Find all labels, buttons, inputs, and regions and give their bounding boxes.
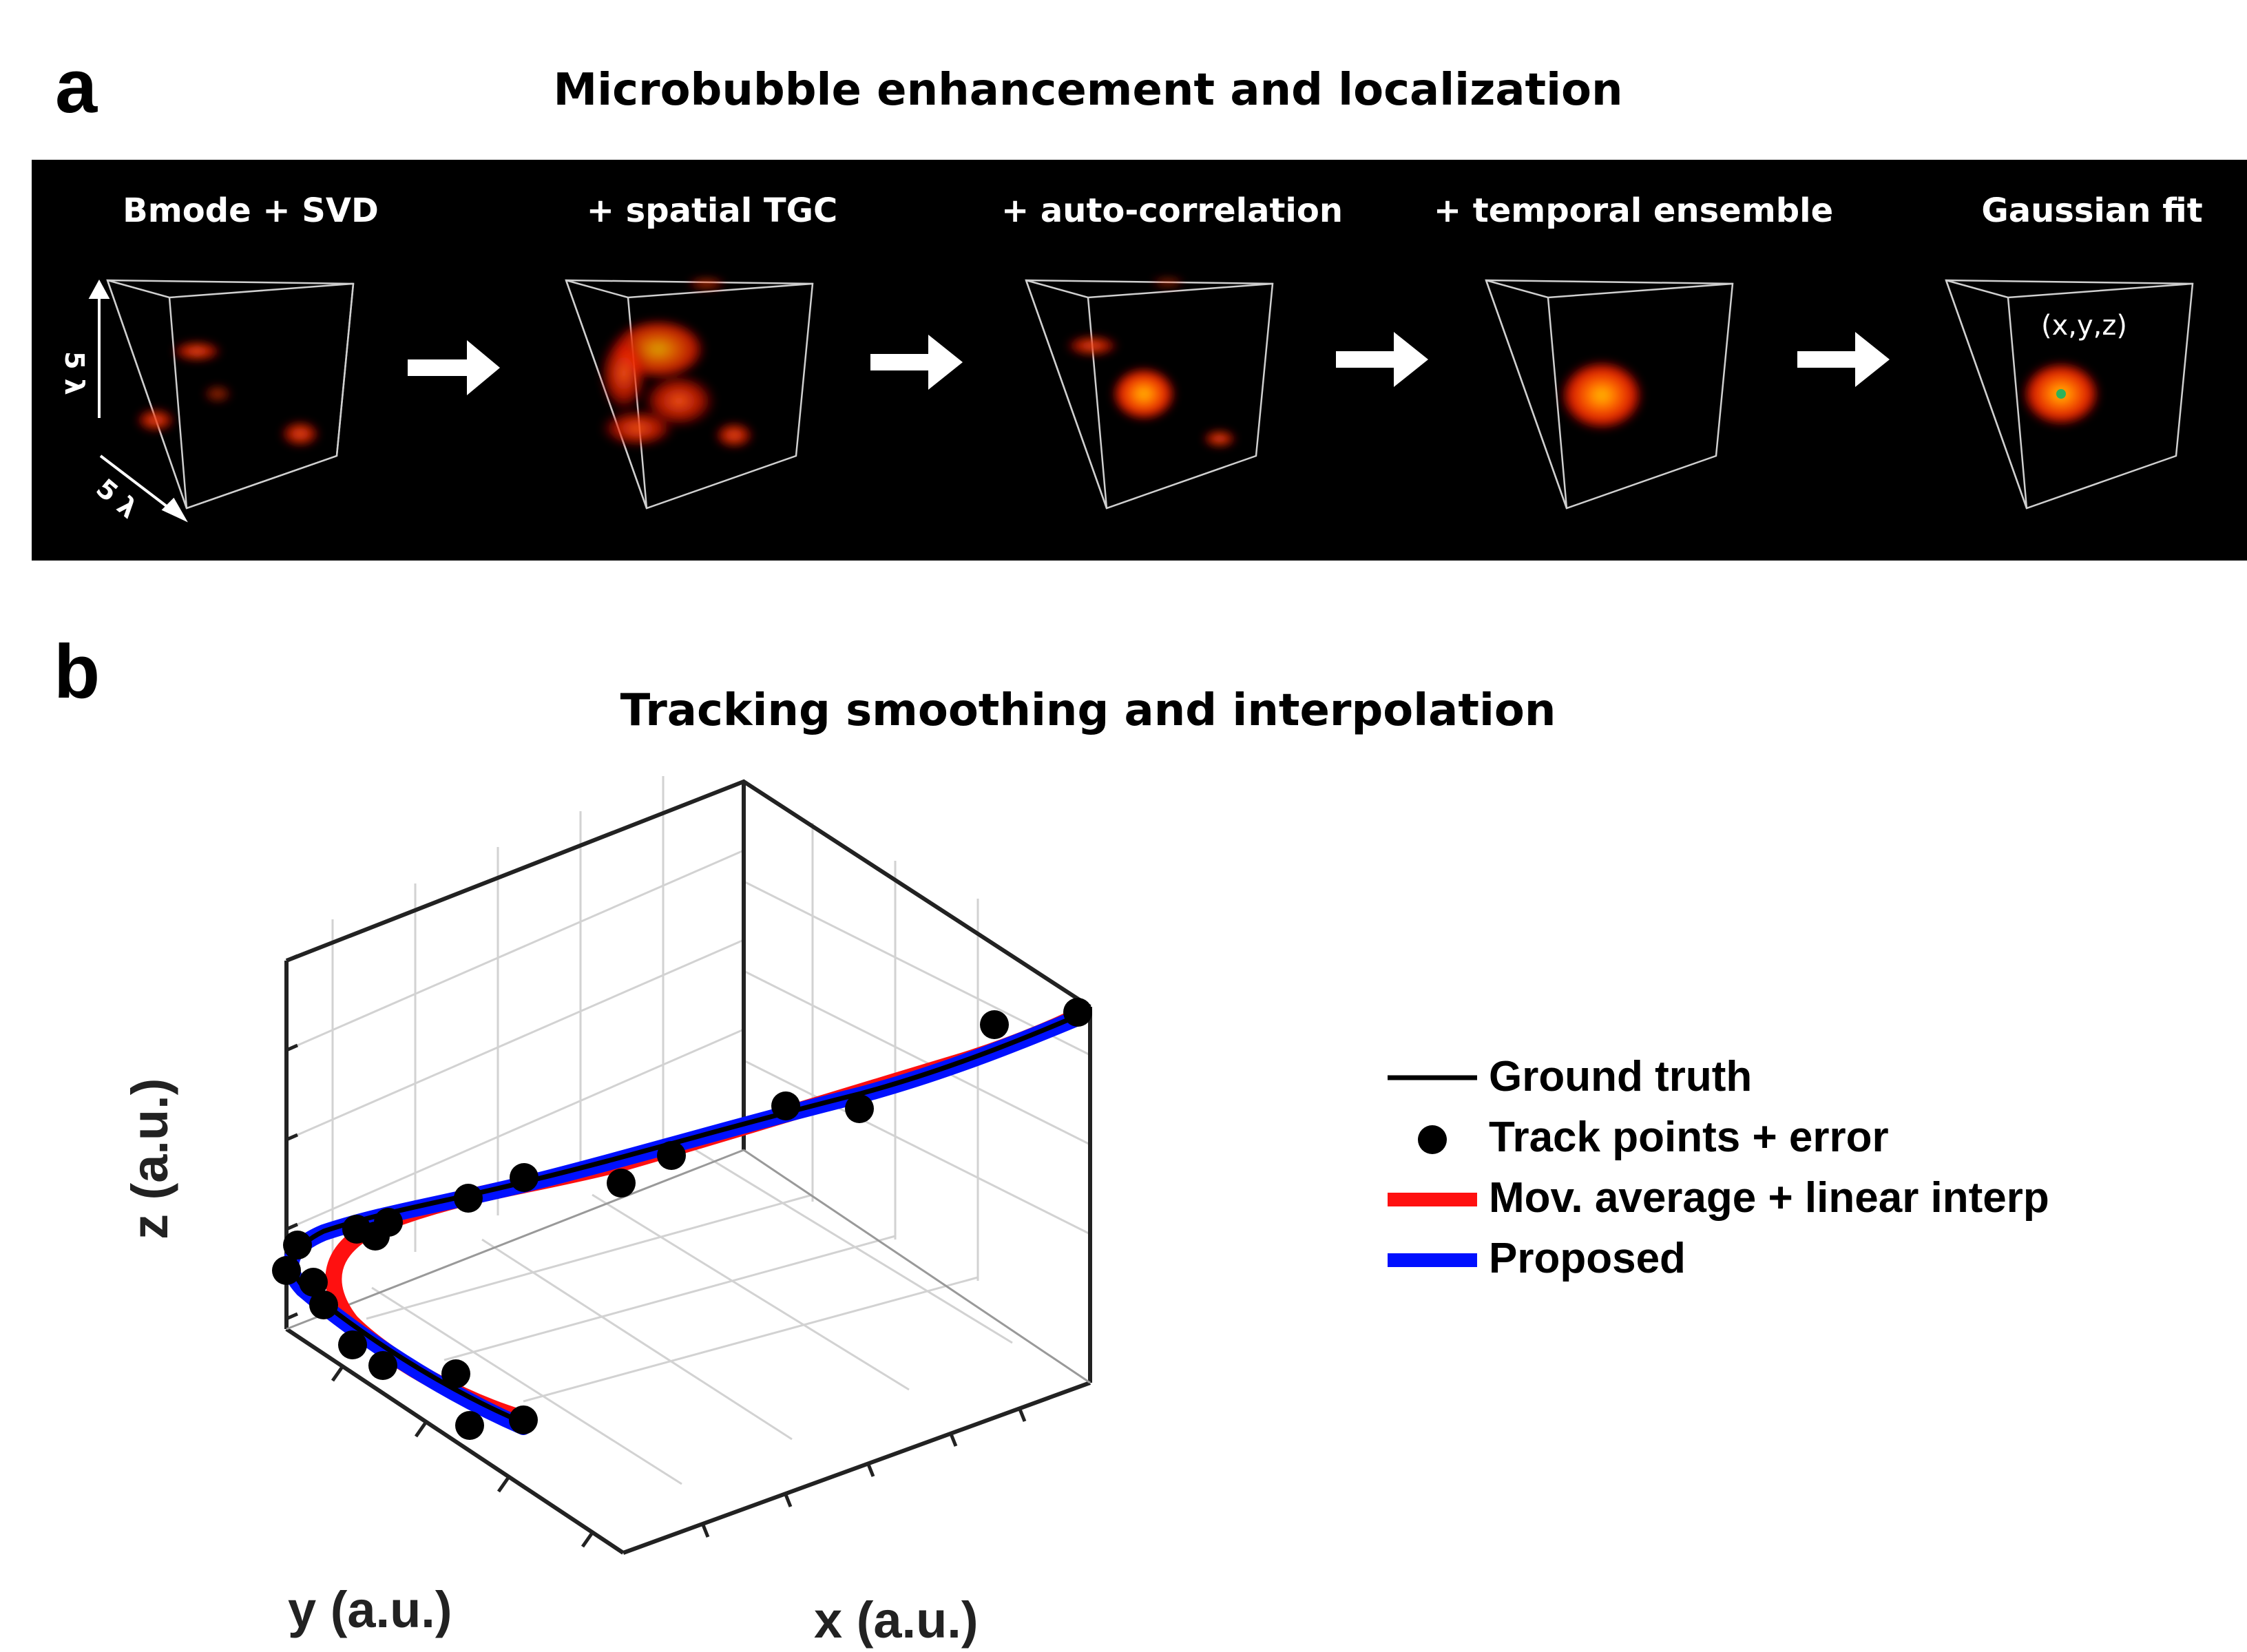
localization-label: (x,y,z) bbox=[2041, 310, 2127, 342]
x-axis-label: x (a.u.) bbox=[814, 1591, 979, 1649]
legend-label-track-points: Track points + error bbox=[1489, 1113, 1889, 1161]
arrow-stage-2 bbox=[870, 335, 963, 390]
track-point bbox=[368, 1351, 397, 1380]
volume-box-temporal-ensemble bbox=[1485, 279, 1734, 510]
legend-label-ground-truth: Ground truth bbox=[1489, 1053, 1753, 1100]
arrow-stage-3 bbox=[1336, 332, 1428, 387]
track-point bbox=[283, 1231, 312, 1259]
centroid-marker bbox=[2056, 389, 2066, 399]
track-point bbox=[657, 1141, 686, 1170]
track-point bbox=[272, 1256, 301, 1285]
track-point bbox=[509, 1405, 538, 1434]
legend-swatch-mov-average bbox=[1388, 1193, 1477, 1206]
legend-label-proposed: Proposed bbox=[1489, 1235, 1686, 1282]
stage-label-bmode-svd: Bmode + SVD bbox=[123, 191, 379, 230]
panel-b-title: Tracking smoothing and interpolation bbox=[620, 685, 1556, 736]
plot-ticks bbox=[285, 954, 1027, 1548]
track-point bbox=[510, 1163, 539, 1192]
track-point bbox=[607, 1169, 636, 1198]
z-axis-label: z (a.u.) bbox=[121, 1078, 178, 1240]
track-point bbox=[441, 1359, 470, 1388]
arrow-stage-4 bbox=[1797, 332, 1890, 387]
track-point bbox=[342, 1215, 371, 1244]
track-point bbox=[845, 1094, 874, 1123]
plot-axes-box bbox=[284, 779, 1092, 1555]
series-mov-average bbox=[325, 1004, 1091, 1427]
stage-label-auto-correlation: + auto-correlation bbox=[1001, 191, 1344, 230]
plot-grid bbox=[286, 776, 1091, 1485]
y-axis-label: y (a.u.) bbox=[288, 1581, 452, 1638]
stage-strip: Bmode + SVD + spatial TGC + auto-correla… bbox=[32, 160, 2247, 561]
arrow-stage-1 bbox=[408, 340, 500, 395]
stage-label-spatial-tgc: + spatial TGC bbox=[586, 191, 838, 230]
stage-label-temporal-ensemble: + temporal ensemble bbox=[1433, 191, 1834, 230]
scale-arrows bbox=[88, 279, 188, 523]
blob-temporal-ensemble bbox=[1559, 359, 1644, 431]
volume-box-gaussian-fit bbox=[1945, 279, 2194, 510]
track-point bbox=[771, 1091, 800, 1120]
track-point bbox=[1063, 998, 1092, 1027]
legend-swatch-ground-truth bbox=[1388, 1075, 1477, 1080]
blobs-spatial-tgc bbox=[599, 277, 755, 449]
track-point bbox=[454, 1184, 483, 1213]
panel-a-title: Microbubble enhancement and localization bbox=[553, 65, 1623, 116]
stage-volumes bbox=[88, 277, 2194, 523]
legend-swatch-proposed bbox=[1388, 1253, 1477, 1267]
volume-box-auto-correlation bbox=[1025, 279, 1274, 510]
series-ground-truth bbox=[291, 1011, 1085, 1425]
volume-box-bmode-svd bbox=[106, 279, 355, 510]
track-point bbox=[309, 1290, 338, 1319]
track-point bbox=[980, 1010, 1009, 1039]
track-point bbox=[455, 1411, 484, 1440]
legend-swatch-track-points bbox=[1418, 1125, 1447, 1154]
stage-label-gaussian-fit: Gaussian fit bbox=[1981, 191, 2203, 230]
blobs-auto-correlation bbox=[1065, 277, 1237, 448]
blobs-bmode-svd bbox=[135, 340, 321, 448]
panel-b-letter: b bbox=[54, 629, 101, 714]
track-point bbox=[299, 1268, 328, 1297]
track-point bbox=[338, 1330, 367, 1359]
panel-a-letter: a bbox=[55, 44, 98, 129]
legend-label-mov-average: Mov. average + linear interp bbox=[1489, 1174, 2049, 1222]
series-track-points bbox=[272, 998, 1092, 1440]
